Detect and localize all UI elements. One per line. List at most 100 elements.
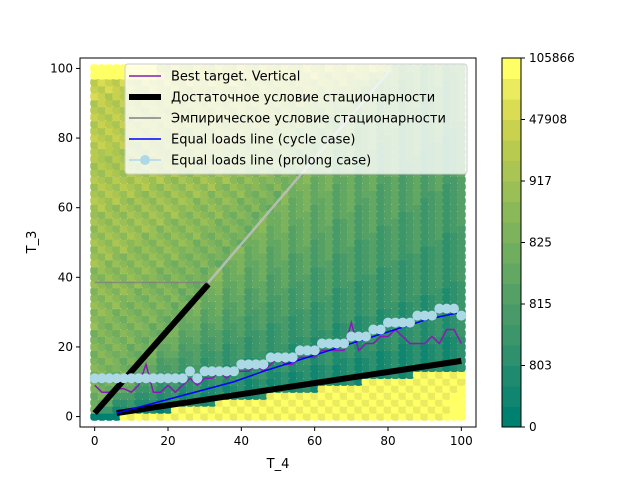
- heatmap-cell: [302, 182, 312, 191]
- heatmap-cell: [185, 252, 195, 261]
- heatmap-cell: [185, 196, 195, 205]
- heatmap-cell: [141, 321, 151, 331]
- heatmap-cell: [376, 252, 386, 261]
- heatmap-cell: [339, 321, 349, 331]
- heatmap-cell: [156, 231, 166, 240]
- heatmap-cell: [222, 300, 232, 310]
- heatmap-cell: [361, 196, 371, 205]
- heatmap-cell: [207, 405, 217, 414]
- heatmap-cell: [273, 266, 283, 275]
- heatmap-cell: [251, 238, 261, 247]
- heatmap-cell: [332, 196, 342, 205]
- heatmap-cell: [310, 370, 320, 379]
- heatmap-cell: [163, 356, 173, 366]
- heatmap-cell: [288, 280, 298, 289]
- heatmap-cell: [97, 140, 107, 150]
- series-4-point: [456, 310, 467, 321]
- heatmap-cell: [192, 245, 202, 254]
- heatmap-cell: [346, 300, 356, 310]
- heatmap-cell: [434, 238, 444, 247]
- heatmap-cell: [434, 182, 444, 191]
- heatmap-cell: [192, 189, 202, 198]
- heatmap-cell: [97, 175, 107, 185]
- heatmap-cell: [170, 335, 180, 345]
- heatmap-cell: [185, 335, 195, 345]
- heatmap-cell: [112, 217, 122, 226]
- heatmap-cell: [119, 217, 129, 226]
- heatmap-cell: [434, 224, 444, 233]
- heatmap-cell: [456, 273, 466, 282]
- heatmap-cell: [456, 217, 466, 226]
- heatmap-cell: [251, 335, 261, 345]
- heatmap-cell: [251, 287, 261, 296]
- heatmap-cell: [310, 196, 320, 205]
- heatmap-cell: [192, 224, 202, 233]
- colorbar-band: [502, 242, 521, 264]
- heatmap-cell: [354, 245, 364, 254]
- heatmap-cell: [251, 342, 261, 352]
- heatmap-cell: [332, 231, 342, 240]
- heatmap-cell: [90, 328, 100, 338]
- heatmap-cell: [214, 175, 224, 185]
- heatmap-cell: [346, 287, 356, 296]
- heatmap-cell: [200, 189, 210, 198]
- heatmap-cell: [317, 189, 327, 198]
- heatmap-cell: [273, 273, 283, 282]
- heatmap-cell: [442, 217, 452, 226]
- heatmap-cell: [112, 182, 122, 191]
- heatmap-cell: [332, 294, 342, 303]
- heatmap-cell: [280, 328, 290, 338]
- heatmap-cell: [251, 398, 261, 407]
- heatmap-cell: [317, 384, 327, 393]
- series-4-point: [170, 373, 181, 384]
- heatmap-cell: [339, 217, 349, 226]
- heatmap-cell: [280, 412, 290, 421]
- heatmap-cell: [104, 307, 114, 317]
- colorbar-band: [502, 304, 521, 325]
- series-4-point: [141, 373, 151, 384]
- heatmap-cell: [295, 335, 305, 345]
- heatmap-cell: [398, 273, 408, 282]
- colorbar-tick-label: 815: [529, 297, 552, 311]
- heatmap-cell: [405, 342, 415, 352]
- heatmap-cell: [178, 210, 188, 219]
- heatmap-cell: [280, 398, 290, 407]
- heatmap-cell: [383, 287, 393, 296]
- heatmap-cell: [170, 182, 180, 191]
- heatmap-cell: [200, 405, 210, 414]
- heatmap-cell: [178, 224, 188, 233]
- heatmap-cell: [361, 231, 371, 240]
- heatmap-cell: [214, 349, 224, 359]
- heatmap-cell: [288, 259, 298, 268]
- heatmap-cell: [134, 300, 144, 310]
- heatmap-cell: [207, 342, 217, 352]
- heatmap-cell: [376, 314, 386, 324]
- heatmap-cell: [229, 280, 239, 289]
- heatmap-cell: [405, 280, 415, 289]
- heatmap-cell: [207, 182, 217, 191]
- heatmap-cell: [339, 189, 349, 198]
- heatmap-cell: [170, 266, 180, 275]
- heatmap-cell: [376, 266, 386, 275]
- series-4-point: [353, 331, 364, 342]
- heatmap-cell: [148, 294, 158, 303]
- heatmap-cell: [258, 238, 268, 247]
- heatmap-cell: [405, 273, 415, 282]
- heatmap-cell: [119, 294, 129, 303]
- heatmap-cell: [383, 273, 393, 282]
- heatmap-cell: [434, 273, 444, 282]
- heatmap-cell: [324, 321, 334, 331]
- heatmap-cell: [244, 412, 254, 421]
- heatmap-cell: [324, 300, 334, 310]
- heatmap-cell: [214, 377, 224, 386]
- heatmap-cell: [229, 412, 239, 421]
- heatmap-cell: [398, 266, 408, 275]
- heatmap-cell: [156, 273, 166, 282]
- heatmap-cell: [383, 203, 393, 212]
- heatmap-cell: [222, 266, 232, 275]
- heatmap-cell: [200, 356, 210, 366]
- heatmap-cell: [251, 196, 261, 205]
- heatmap-cell: [104, 147, 114, 157]
- heatmap-cell: [420, 259, 430, 268]
- heatmap-cell: [412, 300, 422, 310]
